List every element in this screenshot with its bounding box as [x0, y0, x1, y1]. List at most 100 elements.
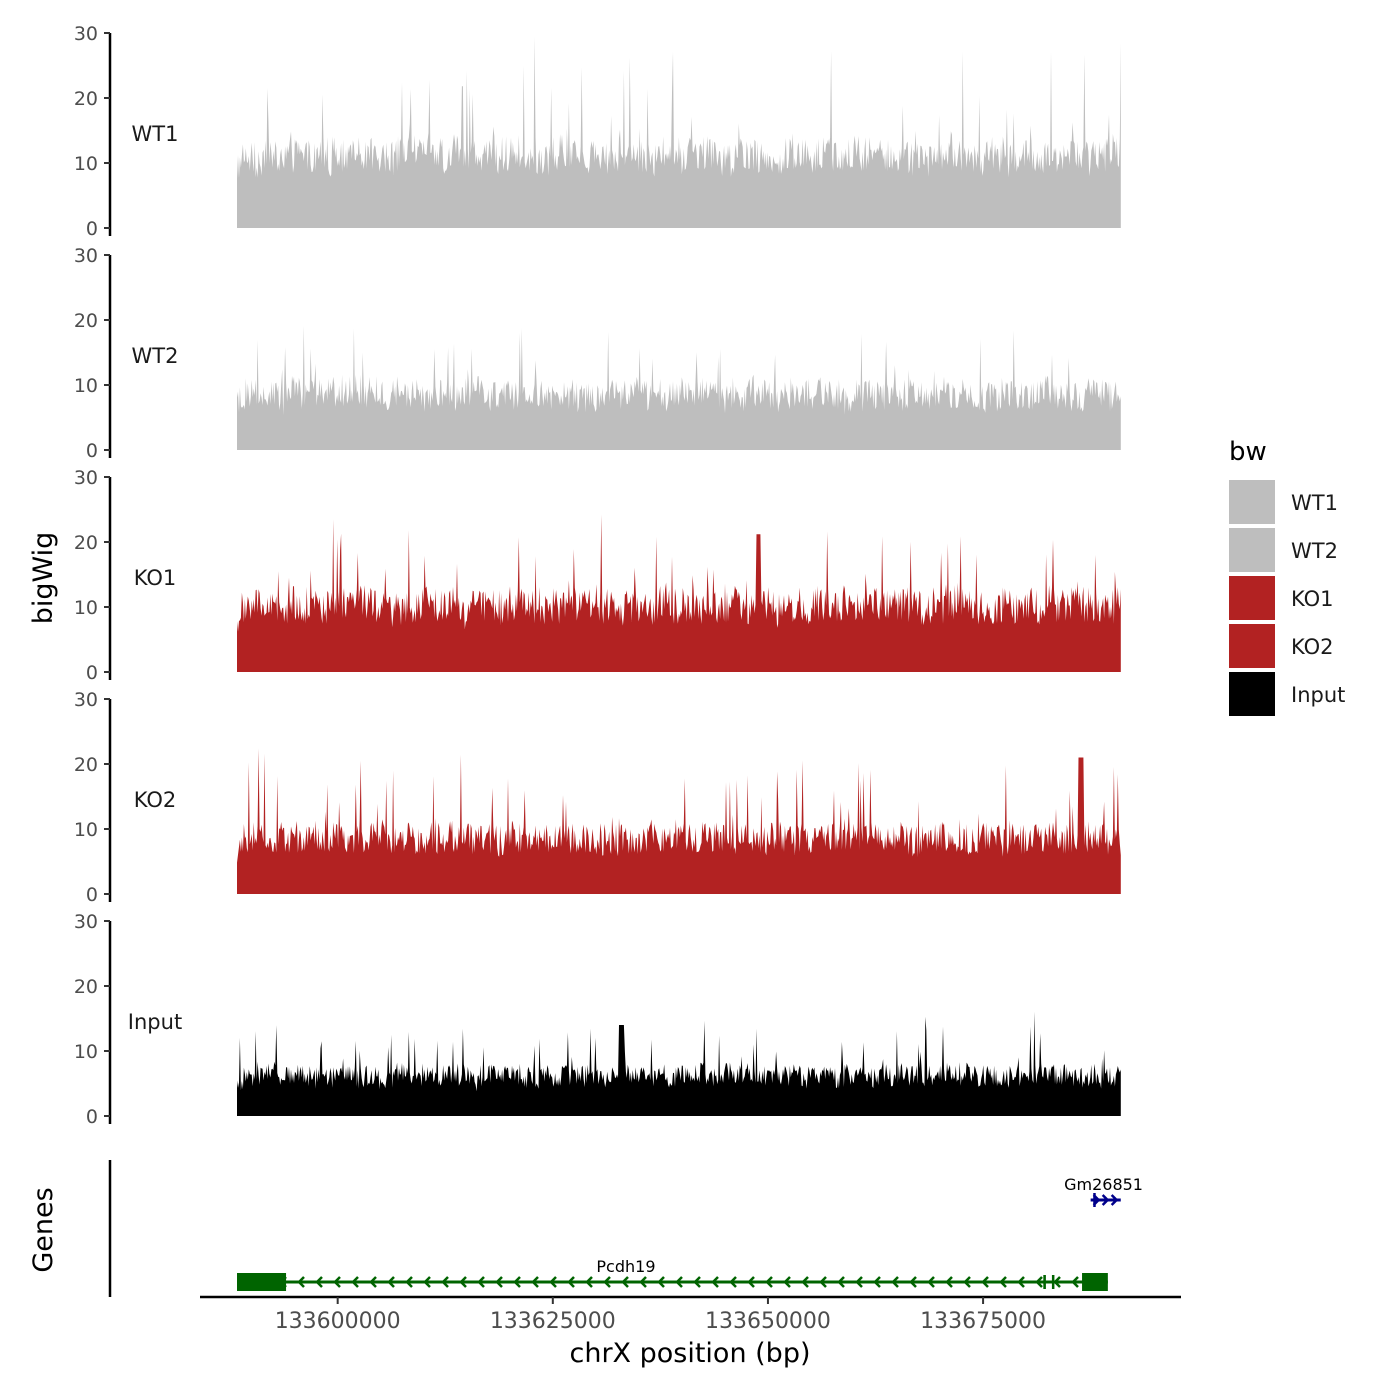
- strand-arrow: [729, 1276, 737, 1288]
- exon-pcdh19-1: [1043, 1275, 1046, 1289]
- strand-arrow: [999, 1276, 1007, 1288]
- strand-arrow: [747, 1276, 755, 1288]
- y-tick-label-wt1-10: 10: [74, 153, 98, 175]
- y-tick-label-ko1-10: 10: [74, 597, 98, 619]
- strand-arrow: [441, 1276, 449, 1288]
- x-tick-label-133600000: 133600000: [275, 1309, 401, 1334]
- strand-arrow: [333, 1276, 341, 1288]
- y-tick-label-ko2-0: 0: [86, 884, 98, 906]
- y-tick-label-ko1-30: 30: [74, 467, 98, 489]
- strand-arrow: [351, 1276, 359, 1288]
- strand-arrow: [297, 1276, 305, 1288]
- y-tick-label-ko1-20: 20: [74, 532, 98, 554]
- legend-key-ko1: [1229, 576, 1275, 620]
- legend-label-wt1: WT1: [1291, 491, 1338, 515]
- y-tick-label-wt2-20: 20: [74, 310, 98, 332]
- y-tick-label-wt1-0: 0: [86, 218, 98, 240]
- strand-arrow: [549, 1276, 557, 1288]
- legend-title: bw: [1229, 437, 1267, 467]
- x-axis-title: chrX position (bp): [569, 1338, 810, 1369]
- y-tick-label-input-10: 10: [74, 1041, 98, 1063]
- strand-arrow: [639, 1276, 647, 1288]
- y-tick-label-wt2-0: 0: [86, 440, 98, 462]
- coverage-area-ko1: [237, 514, 1121, 672]
- strand-arrow: [567, 1276, 575, 1288]
- y-axis-title: bigWig: [28, 532, 59, 625]
- legend-label-wt2: WT2: [1291, 539, 1338, 563]
- strand-arrow: [459, 1276, 467, 1288]
- strand-arrow: [1017, 1276, 1025, 1288]
- track-wt2: 0 10 20 30 WT2: [74, 245, 1121, 462]
- strand-arrow: [927, 1276, 935, 1288]
- y-tick-label-wt2-10: 10: [74, 375, 98, 397]
- x-tick-label-133650000: 133650000: [705, 1309, 831, 1334]
- strand-arrow: [1071, 1276, 1079, 1288]
- strand-arrow: [891, 1276, 899, 1288]
- strand-arrow: [423, 1276, 431, 1288]
- legend-label-ko2: KO2: [1291, 635, 1334, 659]
- legend-key-ko2: [1229, 624, 1275, 668]
- y-tick-label-wt1-30: 30: [74, 23, 98, 45]
- strand-arrow: [711, 1276, 719, 1288]
- strand-arrow: [1101, 1194, 1110, 1206]
- track-label-input: Input: [128, 1010, 182, 1034]
- legend-key-wt1: [1229, 480, 1275, 524]
- y-tick-label-ko1-0: 0: [86, 662, 98, 684]
- exon-pcdh19-2: [1051, 1275, 1055, 1289]
- strand-arrow: [657, 1276, 665, 1288]
- track-wt1: 0 10 20 30 WT1: [74, 23, 1121, 240]
- track-label-wt1: WT1: [132, 122, 179, 146]
- strand-arrow: [963, 1276, 971, 1288]
- strand-arrow: [981, 1276, 989, 1288]
- x-tick-label-133625000: 133625000: [490, 1309, 616, 1334]
- y-tick-label-input-30: 30: [74, 911, 98, 933]
- strand-arrow: [477, 1276, 485, 1288]
- legend-key-wt2: [1229, 528, 1275, 572]
- strand-arrow: [801, 1276, 809, 1288]
- y-tick-label-ko2-10: 10: [74, 819, 98, 841]
- genes-track: Pcdh19 Gm26851: [108, 1160, 1143, 1297]
- y-tick-label-wt2-30: 30: [74, 245, 98, 267]
- strand-arrow: [387, 1276, 395, 1288]
- y-tick-label-input-0: 0: [86, 1106, 98, 1128]
- strand-arrow: [585, 1276, 593, 1288]
- gene-label-pcdh19: Pcdh19: [596, 1257, 655, 1276]
- track-label-wt2: WT2: [132, 344, 179, 368]
- strand-arrow: [873, 1276, 881, 1288]
- strand-arrow: [837, 1276, 845, 1288]
- strand-arrow: [495, 1276, 503, 1288]
- y-tick-label-wt1-20: 20: [74, 88, 98, 110]
- coverage-area-wt1: [237, 36, 1121, 228]
- strand-arrow: [855, 1276, 863, 1288]
- strand-arrow: [909, 1276, 917, 1288]
- strand-arrow: [621, 1276, 629, 1288]
- strand-arrow: [693, 1276, 701, 1288]
- y-tick-label-ko2-30: 30: [74, 689, 98, 711]
- gene-label-gm26851: Gm26851: [1064, 1175, 1143, 1194]
- strand-arrow: [405, 1276, 413, 1288]
- exon-gm26851-0: [1093, 1193, 1096, 1207]
- strand-arrow: [513, 1276, 521, 1288]
- x-tick-label-133675000: 133675000: [920, 1309, 1046, 1334]
- x-axis: 133600000 133625000 133650000 133675000: [200, 1295, 1181, 1334]
- strand-arrow: [369, 1276, 377, 1288]
- coverage-area-ko2: [237, 748, 1121, 894]
- y-tick-label-input-20: 20: [74, 976, 98, 998]
- track-label-ko1: KO1: [134, 566, 177, 590]
- y-tick-label-ko2-20: 20: [74, 754, 98, 776]
- track-label-ko2: KO2: [134, 788, 177, 812]
- track-ko2: 0 10 20 30 KO2: [74, 689, 1121, 906]
- strand-arrow: [819, 1276, 827, 1288]
- strand-arrow: [1035, 1276, 1043, 1288]
- exon-pcdh19-0: [237, 1273, 287, 1291]
- strand-arrow: [1053, 1276, 1061, 1288]
- strand-arrow: [531, 1276, 539, 1288]
- strand-arrow: [1110, 1194, 1119, 1206]
- legend-key-input: [1229, 672, 1275, 716]
- coverage-tracks: 0 10 20 30 WT1 0 10 20 30 WT2 0 10 20 30 KO1 0 10 20 30 KO2…: [74, 23, 1121, 1128]
- coverage-area-wt2: [237, 325, 1121, 450]
- gene-gm26851: Gm26851: [1064, 1175, 1143, 1207]
- exon-pcdh19-3: [1082, 1273, 1108, 1291]
- strand-arrow: [603, 1276, 611, 1288]
